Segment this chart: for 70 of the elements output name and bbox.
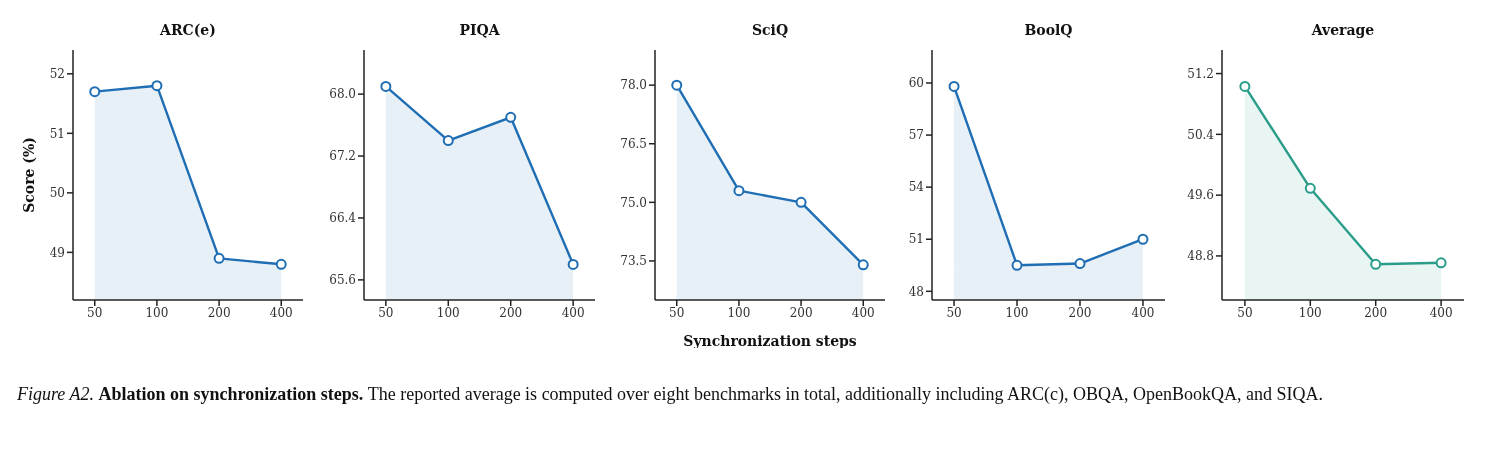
x-tick-label: 50 <box>669 305 685 320</box>
y-tick-label: 75.0 <box>620 195 647 210</box>
point <box>1239 80 1251 92</box>
x-tick-label: 200 <box>789 305 813 320</box>
y-tick-label: 50.4 <box>1187 127 1215 142</box>
point <box>151 80 163 92</box>
point <box>733 185 745 197</box>
point <box>1074 258 1086 270</box>
y-tick-label: 54 <box>908 180 925 195</box>
x-tick-label: 50 <box>946 305 962 320</box>
x-tick-label: 100 <box>436 305 460 320</box>
y-tick-label: 48 <box>908 284 924 299</box>
point <box>1137 233 1149 245</box>
point <box>89 86 101 98</box>
x-tick-label: 400 <box>1131 305 1155 320</box>
x-tick-label: 50 <box>1237 305 1253 320</box>
point <box>380 80 392 92</box>
chart-title: SciQ <box>750 22 790 38</box>
y-tick-label: 73.5 <box>620 254 647 269</box>
point <box>1304 182 1316 194</box>
y-tick-label: 76.5 <box>620 137 647 152</box>
y-tick-label: 52 <box>49 67 65 82</box>
point <box>1370 258 1382 270</box>
y-axis-title: Score (%) <box>20 137 37 213</box>
x-tick-label: 50 <box>378 305 394 320</box>
y-tick-label: 67.2 <box>329 149 356 164</box>
text: Ablation on synchronization steps. <box>98 384 365 404</box>
x-tick-label: 100 <box>1298 305 1322 320</box>
point <box>1011 259 1023 271</box>
point <box>213 252 225 264</box>
x-tick-label: 100 <box>1005 305 1029 320</box>
y-tick-label: 51 <box>49 126 65 141</box>
x-tick-label: 200 <box>1364 305 1388 320</box>
y-tick-label: 49.6 <box>1187 188 1214 203</box>
point <box>795 196 807 208</box>
y-tick-label: 78.0 <box>620 78 647 93</box>
y-tick-label: 51.2 <box>1187 66 1214 81</box>
y-tick-label: 60 <box>908 76 924 91</box>
y-tick-label: 50 <box>49 186 65 201</box>
y-tick-label: 65.6 <box>329 273 356 288</box>
y-tick-label: 68.0 <box>329 87 356 102</box>
y-tick-label: 66.4 <box>329 211 357 226</box>
point <box>567 258 579 270</box>
point <box>505 111 517 123</box>
x-tick-label: 100 <box>145 305 169 320</box>
x-tick-label: 100 <box>727 305 751 320</box>
point <box>671 79 683 91</box>
x-tick-label: 200 <box>207 305 231 320</box>
chart-title: ARC(e) <box>159 22 217 38</box>
x-tick-label: 400 <box>1429 305 1453 320</box>
point <box>1435 257 1447 269</box>
point <box>948 80 960 92</box>
x-tick-label: 50 <box>87 305 103 320</box>
y-tick-label: 49 <box>49 245 65 260</box>
text: The reported average is computed over eight benchmarks in total, additionally including ARC(c), OBQA, OpenBookQA, and SIQA. <box>367 384 1324 404</box>
y-tick-label: 57 <box>908 128 924 143</box>
x-tick-label: 200 <box>499 305 523 320</box>
point <box>275 258 287 270</box>
y-tick-label: 48.8 <box>1187 249 1214 264</box>
y-tick-label: 51 <box>908 232 924 247</box>
x-tick-label: 400 <box>561 305 585 320</box>
x-tick-label: 200 <box>1068 305 1092 320</box>
chart-title: PIQA <box>458 22 501 38</box>
x-tick-label: 400 <box>269 305 293 320</box>
point <box>857 259 869 271</box>
caption: Figure A2. <box>17 384 95 404</box>
chart-title: BoolQ <box>1023 22 1074 38</box>
chart-title: Average <box>1310 22 1376 38</box>
point <box>442 135 454 147</box>
x-tick-label: 400 <box>851 305 875 320</box>
